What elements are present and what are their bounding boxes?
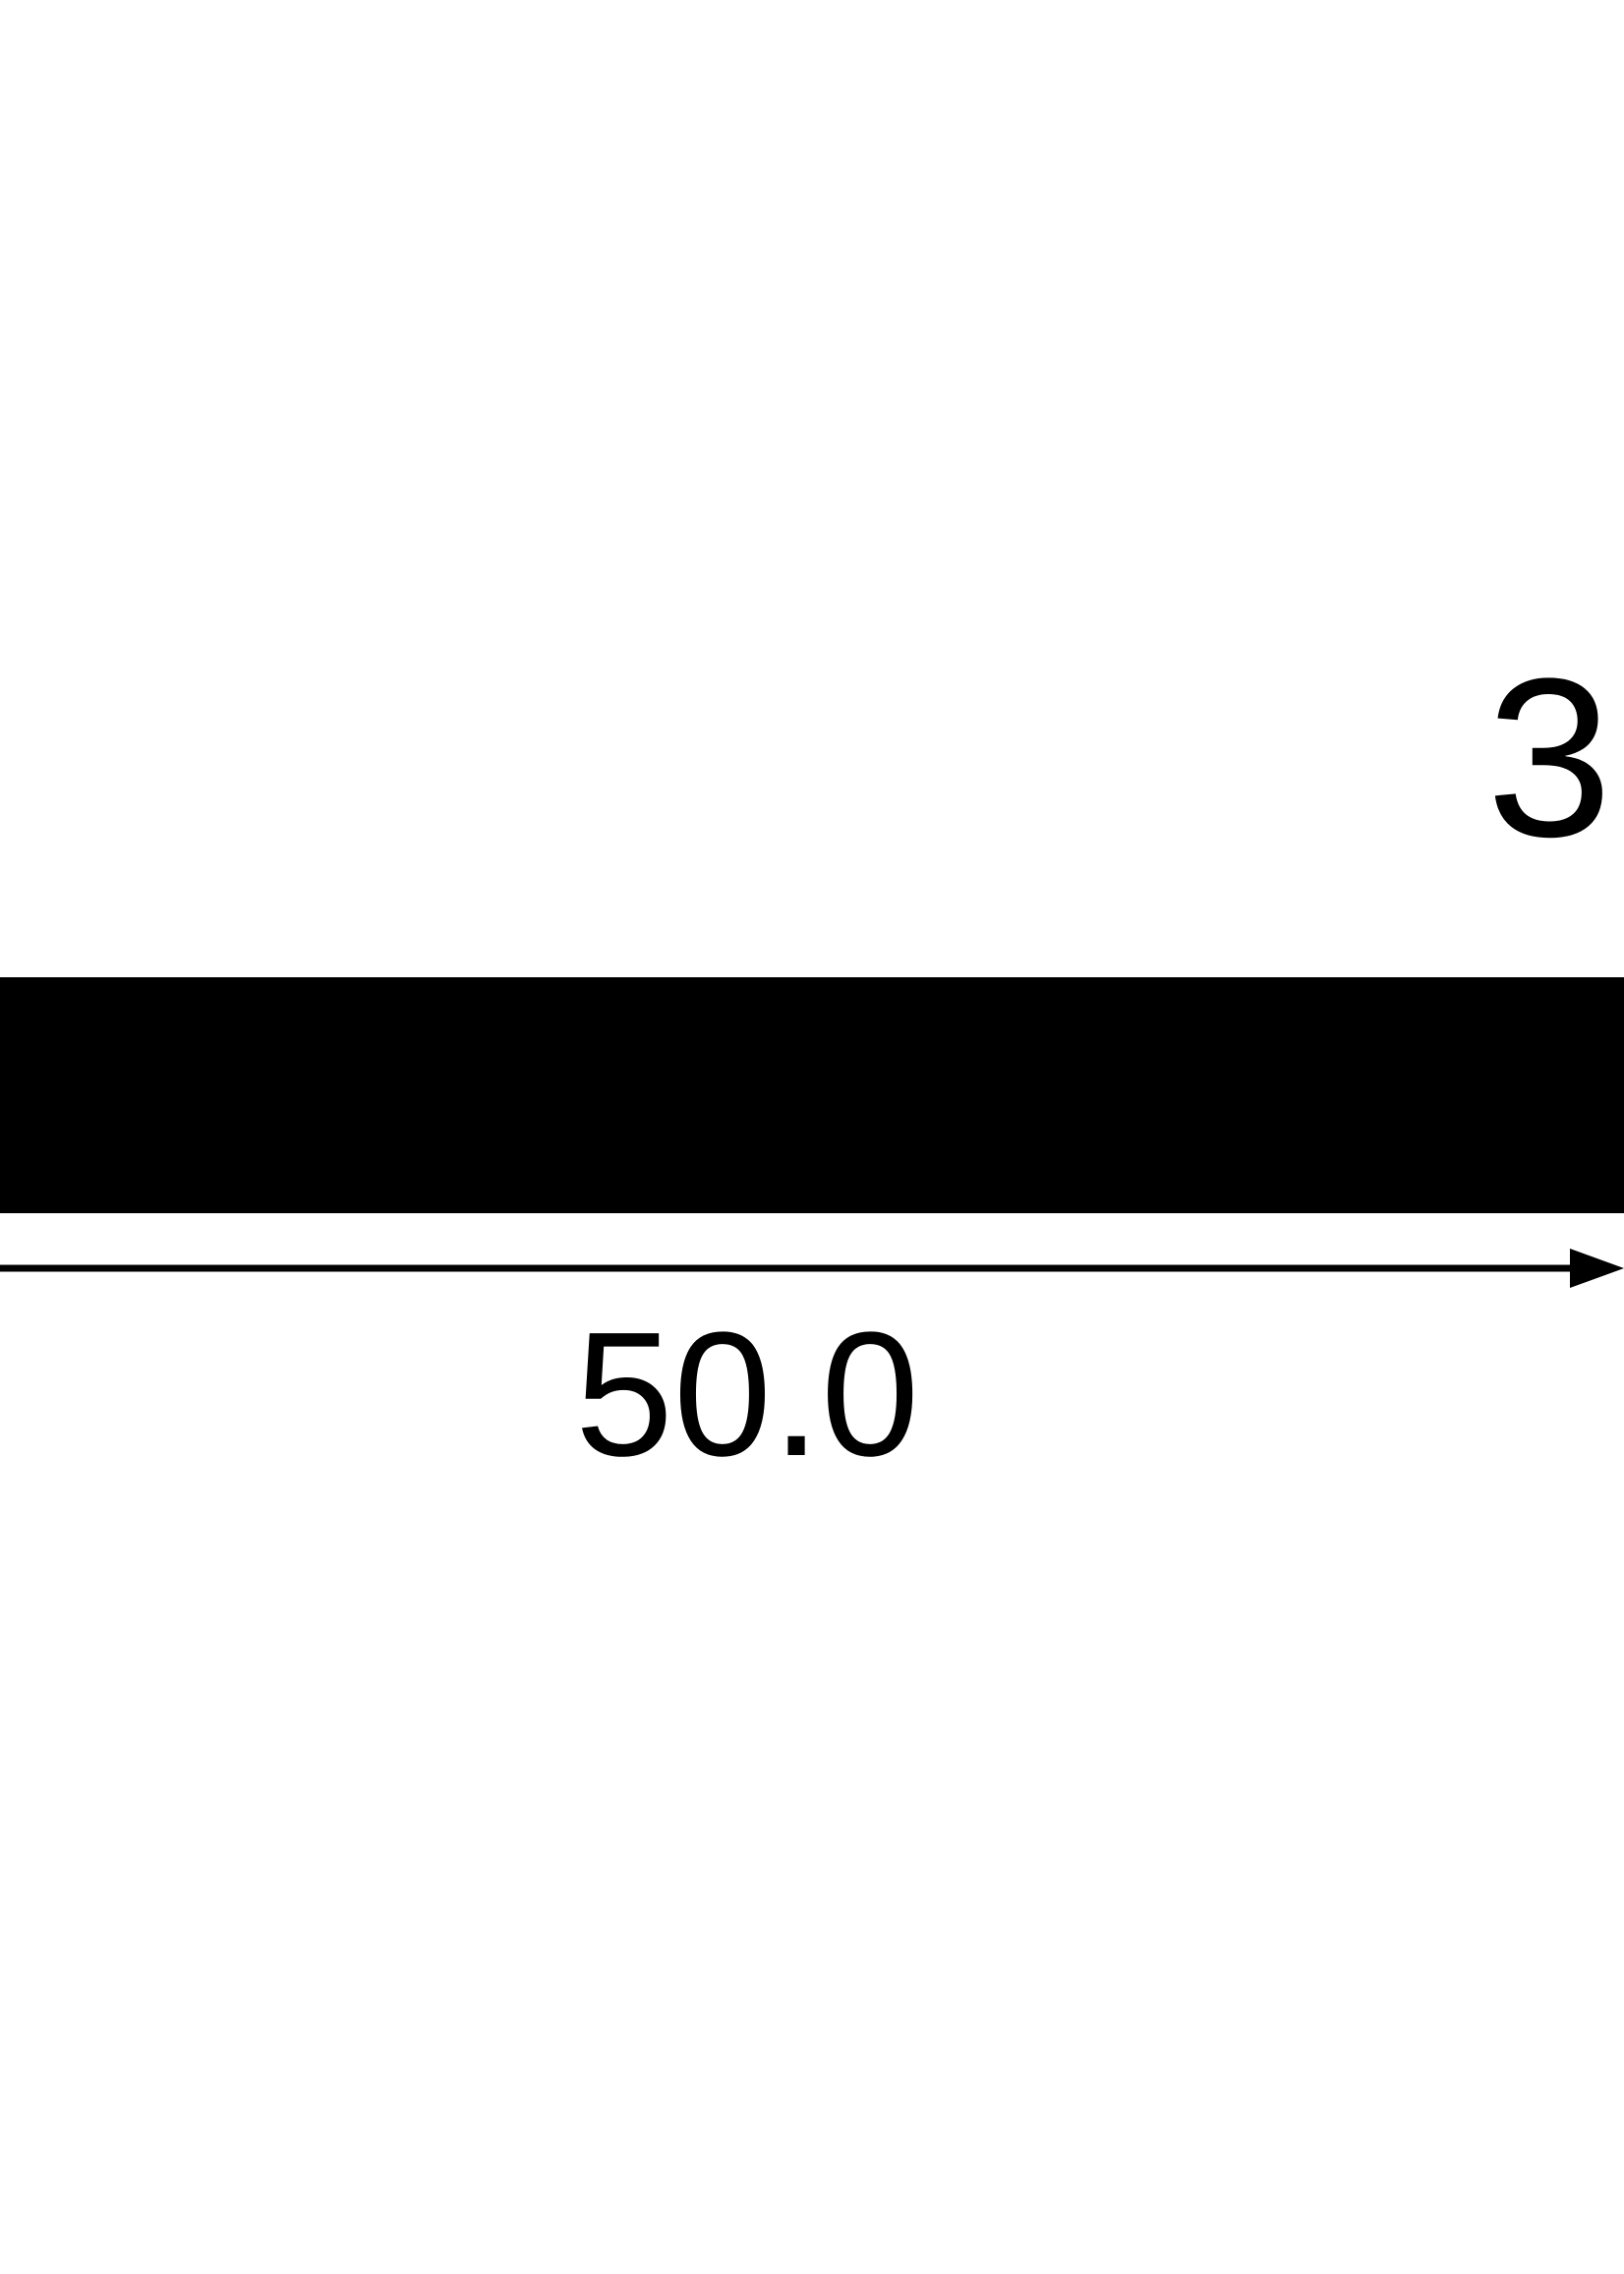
corner-number-label: 3 bbox=[1486, 631, 1612, 884]
profile-bar bbox=[0, 977, 1624, 1213]
dimension-label: 50.0 bbox=[575, 1296, 919, 1493]
technical-diagram: 50.0 3 bbox=[0, 0, 1624, 2274]
